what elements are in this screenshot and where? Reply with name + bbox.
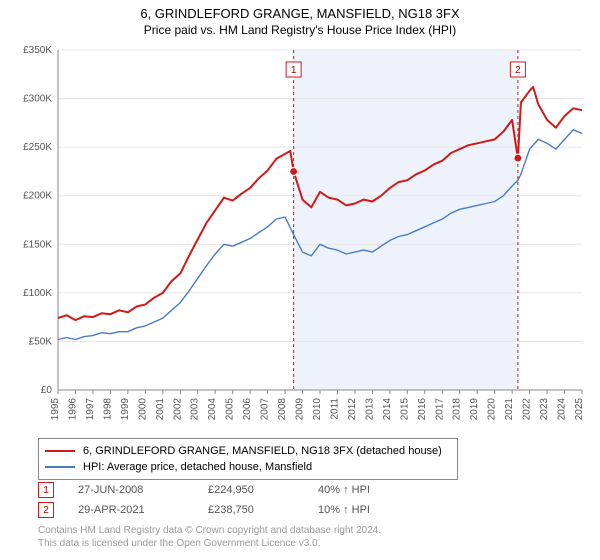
svg-text:1998: 1998 bbox=[102, 398, 113, 421]
legend-item: HPI: Average price, detached house, Mans… bbox=[45, 459, 451, 475]
svg-text:2018: 2018 bbox=[452, 398, 463, 421]
title-block: 6, GRINDLEFORD GRANGE, MANSFIELD, NG18 3… bbox=[0, 0, 600, 37]
sales-row: 1 27-JUN-2008 £224,950 40% ↑ HPI bbox=[38, 480, 438, 500]
svg-text:2008: 2008 bbox=[277, 398, 288, 421]
svg-text:£50K: £50K bbox=[29, 336, 53, 347]
svg-text:2005: 2005 bbox=[225, 398, 236, 421]
svg-text:1999: 1999 bbox=[120, 398, 131, 421]
svg-text:2003: 2003 bbox=[190, 398, 201, 421]
svg-text:2000: 2000 bbox=[137, 398, 148, 421]
sale-date: 29-APR-2021 bbox=[78, 504, 208, 516]
legend-label: HPI: Average price, detached house, Mans… bbox=[83, 461, 312, 473]
sale-price: £238,750 bbox=[208, 504, 318, 516]
svg-text:2024: 2024 bbox=[557, 398, 568, 421]
svg-text:2013: 2013 bbox=[364, 398, 375, 421]
svg-text:1: 1 bbox=[291, 65, 297, 76]
svg-text:2014: 2014 bbox=[382, 398, 393, 421]
legend-item: 6, GRINDLEFORD GRANGE, MANSFIELD, NG18 3… bbox=[45, 443, 451, 459]
svg-text:2011: 2011 bbox=[329, 398, 340, 420]
svg-text:£350K: £350K bbox=[23, 45, 52, 56]
svg-text:2010: 2010 bbox=[312, 398, 323, 421]
sale-hpi: 10% ↑ HPI bbox=[318, 504, 438, 516]
svg-text:2007: 2007 bbox=[260, 398, 271, 421]
footer-line: This data is licensed under the Open Gov… bbox=[38, 537, 381, 550]
footer-attribution: Contains HM Land Registry data © Crown c… bbox=[38, 524, 381, 550]
svg-text:2019: 2019 bbox=[469, 398, 480, 421]
legend-swatch bbox=[45, 466, 75, 468]
svg-text:£150K: £150K bbox=[23, 239, 52, 250]
chart-title-sub: Price paid vs. HM Land Registry's House … bbox=[0, 23, 600, 37]
sale-badge: 2 bbox=[38, 502, 54, 518]
svg-text:2021: 2021 bbox=[504, 398, 515, 421]
svg-text:1995: 1995 bbox=[50, 398, 61, 421]
footer-line: Contains HM Land Registry data © Crown c… bbox=[38, 524, 381, 537]
legend-label: 6, GRINDLEFORD GRANGE, MANSFIELD, NG18 3… bbox=[83, 445, 442, 457]
svg-text:2016: 2016 bbox=[417, 398, 428, 421]
svg-text:1996: 1996 bbox=[67, 398, 78, 421]
svg-text:2002: 2002 bbox=[172, 398, 183, 421]
chart-title-address: 6, GRINDLEFORD GRANGE, MANSFIELD, NG18 3… bbox=[0, 6, 600, 21]
line-chart-svg: £0 £50K £100K £150K £200K £250K £300K £350K 1995… bbox=[10, 42, 590, 430]
svg-text:£0: £0 bbox=[41, 385, 53, 396]
svg-text:2017: 2017 bbox=[434, 398, 445, 421]
sale-date: 27-JUN-2008 bbox=[78, 484, 208, 496]
sale-hpi: 40% ↑ HPI bbox=[318, 484, 438, 496]
chart-area: £0 £50K £100K £150K £200K £250K £300K £350K 1995… bbox=[10, 42, 590, 430]
chart-container: 6, GRINDLEFORD GRANGE, MANSFIELD, NG18 3… bbox=[0, 0, 600, 560]
sale-badge: 1 bbox=[38, 482, 54, 498]
sale-price: £224,950 bbox=[208, 484, 318, 496]
svg-text:2022: 2022 bbox=[522, 398, 533, 421]
sales-table: 1 27-JUN-2008 £224,950 40% ↑ HPI 2 29-AP… bbox=[38, 480, 438, 520]
svg-text:2006: 2006 bbox=[242, 398, 253, 421]
svg-text:2023: 2023 bbox=[539, 398, 550, 421]
svg-text:£200K: £200K bbox=[23, 191, 52, 202]
legend-swatch bbox=[45, 450, 75, 452]
svg-text:£100K: £100K bbox=[23, 288, 52, 299]
sales-row: 2 29-APR-2021 £238,750 10% ↑ HPI bbox=[38, 500, 438, 520]
svg-text:2004: 2004 bbox=[207, 398, 218, 421]
svg-text:2012: 2012 bbox=[347, 398, 358, 421]
svg-text:2009: 2009 bbox=[295, 398, 306, 421]
svg-text:£250K: £250K bbox=[23, 142, 52, 153]
svg-text:1997: 1997 bbox=[85, 398, 96, 421]
svg-text:2020: 2020 bbox=[487, 398, 498, 421]
svg-text:2015: 2015 bbox=[399, 398, 410, 421]
svg-text:£300K: £300K bbox=[23, 94, 52, 105]
svg-text:2025: 2025 bbox=[574, 398, 585, 421]
svg-text:2001: 2001 bbox=[155, 398, 166, 421]
svg-text:2: 2 bbox=[515, 65, 521, 76]
legend-box: 6, GRINDLEFORD GRANGE, MANSFIELD, NG18 3… bbox=[38, 438, 458, 480]
